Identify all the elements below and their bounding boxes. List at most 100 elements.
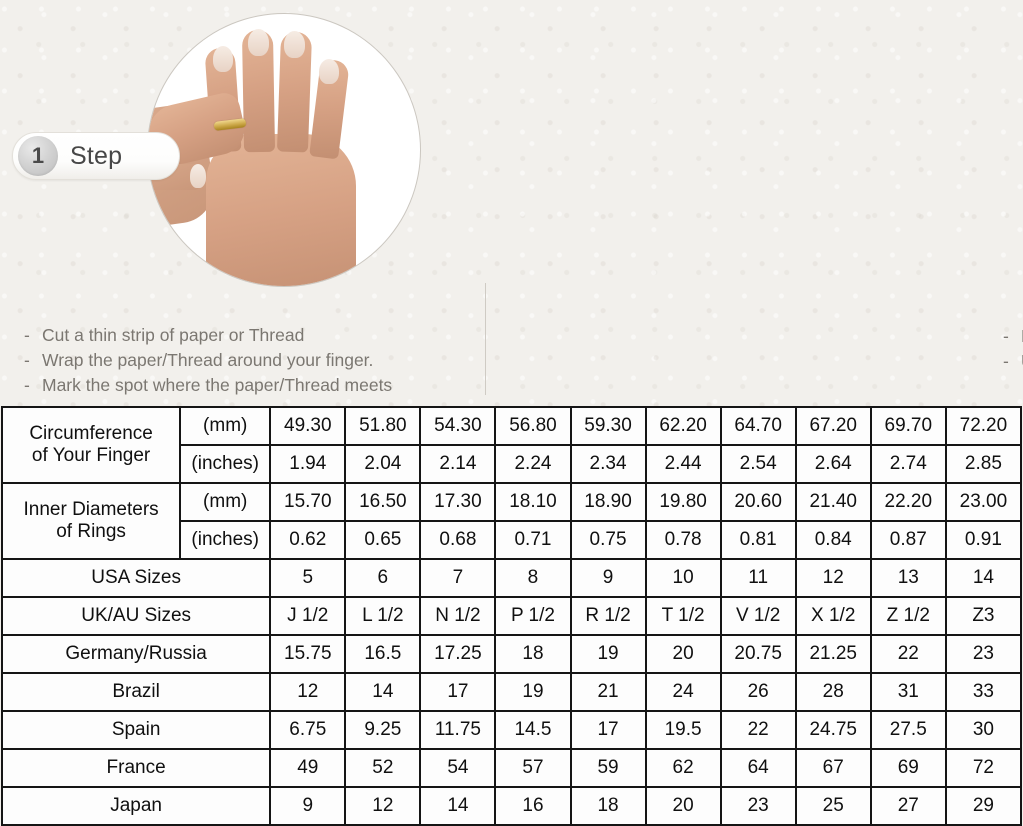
- table-cell: 51.80: [344, 406, 422, 446]
- table-row: Germany/Russia 15.75 16.5 17.25 18 19 20 20.75 2…: [0, 634, 1023, 674]
- fingernail: [319, 59, 339, 84]
- table-cell: 9: [269, 786, 347, 826]
- table-cell: 23: [719, 786, 797, 826]
- table-cell: 12: [269, 672, 347, 712]
- table-cell: 72: [944, 748, 1023, 788]
- instruction-line: - Wrap the paper/Thread around your finge…: [24, 348, 392, 373]
- table-cell: 0.65: [344, 520, 422, 560]
- table-cell: N 1/2: [419, 596, 497, 636]
- instruction-text: Mark the spot where the paper/Thread mee…: [42, 375, 393, 395]
- table-cell: 15.75: [269, 634, 347, 674]
- table-cell: 28: [794, 672, 872, 712]
- row-unit: (inches): [179, 444, 272, 484]
- table-cell: 31: [869, 672, 947, 712]
- table-cell: 19.80: [644, 482, 722, 522]
- step-1-badge: 1 Step: [12, 132, 180, 180]
- table-cell: 20: [644, 634, 722, 674]
- table-cell: 24: [644, 672, 722, 712]
- step-2-instructions: - Measure the length of the thread with y…: [1003, 324, 1023, 374]
- ring-size-conversion-table: Circumference of Your Finger (mm) 49.30 51.8…: [0, 406, 1023, 826]
- table-cell: V 1/2: [719, 596, 797, 636]
- hand-with-ring-illustration: [148, 14, 420, 286]
- bullet-dash-icon: -: [24, 375, 30, 395]
- table-row: Brazil 12 14 17 19 21 24 26 28 31 33: [0, 672, 1023, 712]
- table-row: Circumference of Your Finger (mm) 49.30 51.8…: [0, 406, 1023, 484]
- table-cell: 14: [419, 786, 497, 826]
- table-cell: 62: [644, 748, 722, 788]
- table-cell: 22: [869, 634, 947, 674]
- table-cell: 30: [944, 710, 1023, 750]
- instruction-text: Cut a thin strip of paper or Thread: [42, 325, 305, 345]
- table-cell: 0.78: [644, 520, 722, 560]
- table-cell: 10: [644, 558, 722, 598]
- table-cell: 17.25: [419, 634, 497, 674]
- step-1-number: 1: [18, 136, 58, 176]
- table-cell: 17: [569, 710, 647, 750]
- instruction-line: - Measure the length of the thread with y…: [1003, 324, 1023, 349]
- table-cell: 52: [344, 748, 422, 788]
- bullet-dash-icon: -: [1003, 326, 1009, 346]
- table-cell: 14.5: [494, 710, 572, 750]
- table-cell: 7: [419, 558, 497, 598]
- table-cell: 16.50: [344, 482, 422, 522]
- table-cell: 16: [494, 786, 572, 826]
- table-row: USA Sizes 5 6 7 8 9 10 11 12 13 14: [0, 558, 1023, 598]
- table-cell: 9.25: [344, 710, 422, 750]
- table-cell: 9: [569, 558, 647, 598]
- table-cell: 54.30: [419, 406, 497, 446]
- table-cell: 2.44: [644, 444, 722, 484]
- row-label: Japan: [0, 786, 272, 826]
- table-cell: Z 1/2: [869, 596, 947, 636]
- row-label: Brazil: [0, 672, 272, 712]
- table-cell: 27: [869, 786, 947, 826]
- table-row: France 49 52 54 57 59 62 64 67 69 72: [0, 748, 1023, 788]
- step-1-instructions: - Cut a thin strip of paper or Thread - Wr…: [24, 323, 392, 398]
- table-cell: 20: [644, 786, 722, 826]
- table-cell: 23.00: [944, 482, 1023, 522]
- table-cell: 62.20: [644, 406, 722, 446]
- table-cell: 11: [719, 558, 797, 598]
- bullet-dash-icon: -: [24, 350, 30, 370]
- table-cell: 18.90: [569, 482, 647, 522]
- table-cell: 0.84: [794, 520, 872, 560]
- instructions-area: 1 Step - Cut a thin strip of paper or Thr…: [0, 0, 1023, 403]
- table-cell: 21.25: [794, 634, 872, 674]
- table-cell: R 1/2: [569, 596, 647, 636]
- table-cell: 54: [419, 748, 497, 788]
- table-cell: 29: [944, 786, 1023, 826]
- table-cell: 67: [794, 748, 872, 788]
- table-cell: 0.87: [869, 520, 947, 560]
- table-cell: 19.5: [644, 710, 722, 750]
- table-cell: 72.20: [944, 406, 1023, 446]
- fingernail: [213, 46, 233, 72]
- table-cell: 21: [569, 672, 647, 712]
- table-cell: P 1/2: [494, 596, 572, 636]
- table-cell: 59: [569, 748, 647, 788]
- row-label: USA Sizes: [0, 558, 272, 598]
- table-cell: 0.62: [269, 520, 347, 560]
- row-unit: (inches): [179, 520, 272, 560]
- instruction-text: Measure the length of the thread with yo…: [1021, 326, 1023, 346]
- table-cell: 12: [344, 786, 422, 826]
- row-label: Spain: [0, 710, 272, 750]
- table-cell: 5: [269, 558, 347, 598]
- table-row: UK/AU Sizes J 1/2 L 1/2 N 1/2 P 1/2 R 1/2 T 1/…: [0, 596, 1023, 636]
- table-row: (inches) 0.62 0.65 0.68 0.71 0.75 0.78 0.81 0.84…: [2, 520, 1023, 560]
- table-cell: 14: [944, 558, 1023, 598]
- table-cell: 6: [344, 558, 422, 598]
- table-cell: 19: [494, 672, 572, 712]
- table-cell: 22.20: [869, 482, 947, 522]
- table-cell: 17.30: [419, 482, 497, 522]
- instruction-line: - Mark the spot where the paper/Thread me…: [24, 373, 392, 398]
- palm: [206, 134, 356, 286]
- table-cell: 2.54: [719, 444, 797, 484]
- bullet-dash-icon: -: [1003, 351, 1009, 371]
- table-cell: 69: [869, 748, 947, 788]
- table-cell: 2.85: [944, 444, 1023, 484]
- table-cell: 1.94: [269, 444, 347, 484]
- table-cell: 24.75: [794, 710, 872, 750]
- table-cell: 16.5: [344, 634, 422, 674]
- row-label-circumference: Circumference of Your Finger: [0, 406, 182, 484]
- table-row: Spain 6.75 9.25 11.75 14.5 17 19.5 22 24.75 27.5 3…: [0, 710, 1023, 750]
